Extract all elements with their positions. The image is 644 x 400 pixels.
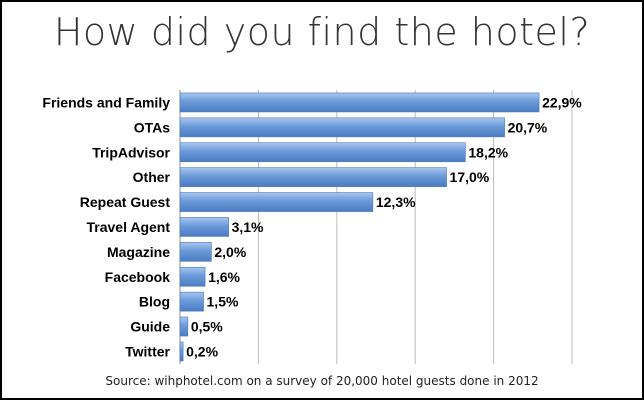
bar xyxy=(179,142,466,163)
bar xyxy=(179,291,204,312)
data-label: 20,7% xyxy=(508,119,548,135)
bar xyxy=(179,316,189,337)
data-label: 1,6% xyxy=(208,269,240,285)
category-label: Blog xyxy=(139,294,170,310)
bar xyxy=(179,192,374,212)
data-label: 0,5% xyxy=(191,319,223,335)
bar xyxy=(179,117,505,138)
category-label: Other xyxy=(133,169,171,185)
data-label: 3,1% xyxy=(232,219,264,235)
data-label: 0,2% xyxy=(186,343,218,359)
bar xyxy=(179,217,229,237)
chart-title: How did you find the hotel? xyxy=(53,10,591,54)
source-note: Source: wihphotel.com on a survey of 20,… xyxy=(105,374,539,388)
data-label: 2,0% xyxy=(214,244,246,260)
category-label: Friends and Family xyxy=(42,94,170,110)
category-label: Repeat Guest xyxy=(80,194,171,210)
category-label: Magazine xyxy=(107,244,170,260)
category-label: Guide xyxy=(130,319,170,335)
data-label: 22,9% xyxy=(542,94,582,110)
category-label: Twitter xyxy=(125,343,170,359)
data-label: 18,2% xyxy=(468,144,508,160)
category-label: Facebook xyxy=(105,269,171,285)
bar xyxy=(179,242,212,262)
bar xyxy=(179,341,184,362)
data-label: 12,3% xyxy=(376,194,416,210)
data-label: 1,5% xyxy=(207,294,239,310)
bar xyxy=(179,266,206,287)
bar xyxy=(179,92,540,113)
category-label: OTAs xyxy=(134,119,171,135)
category-label: Travel Agent xyxy=(86,219,170,235)
data-label: 17,0% xyxy=(450,169,490,185)
category-label: TripAdvisor xyxy=(92,144,170,160)
bar xyxy=(179,167,447,187)
